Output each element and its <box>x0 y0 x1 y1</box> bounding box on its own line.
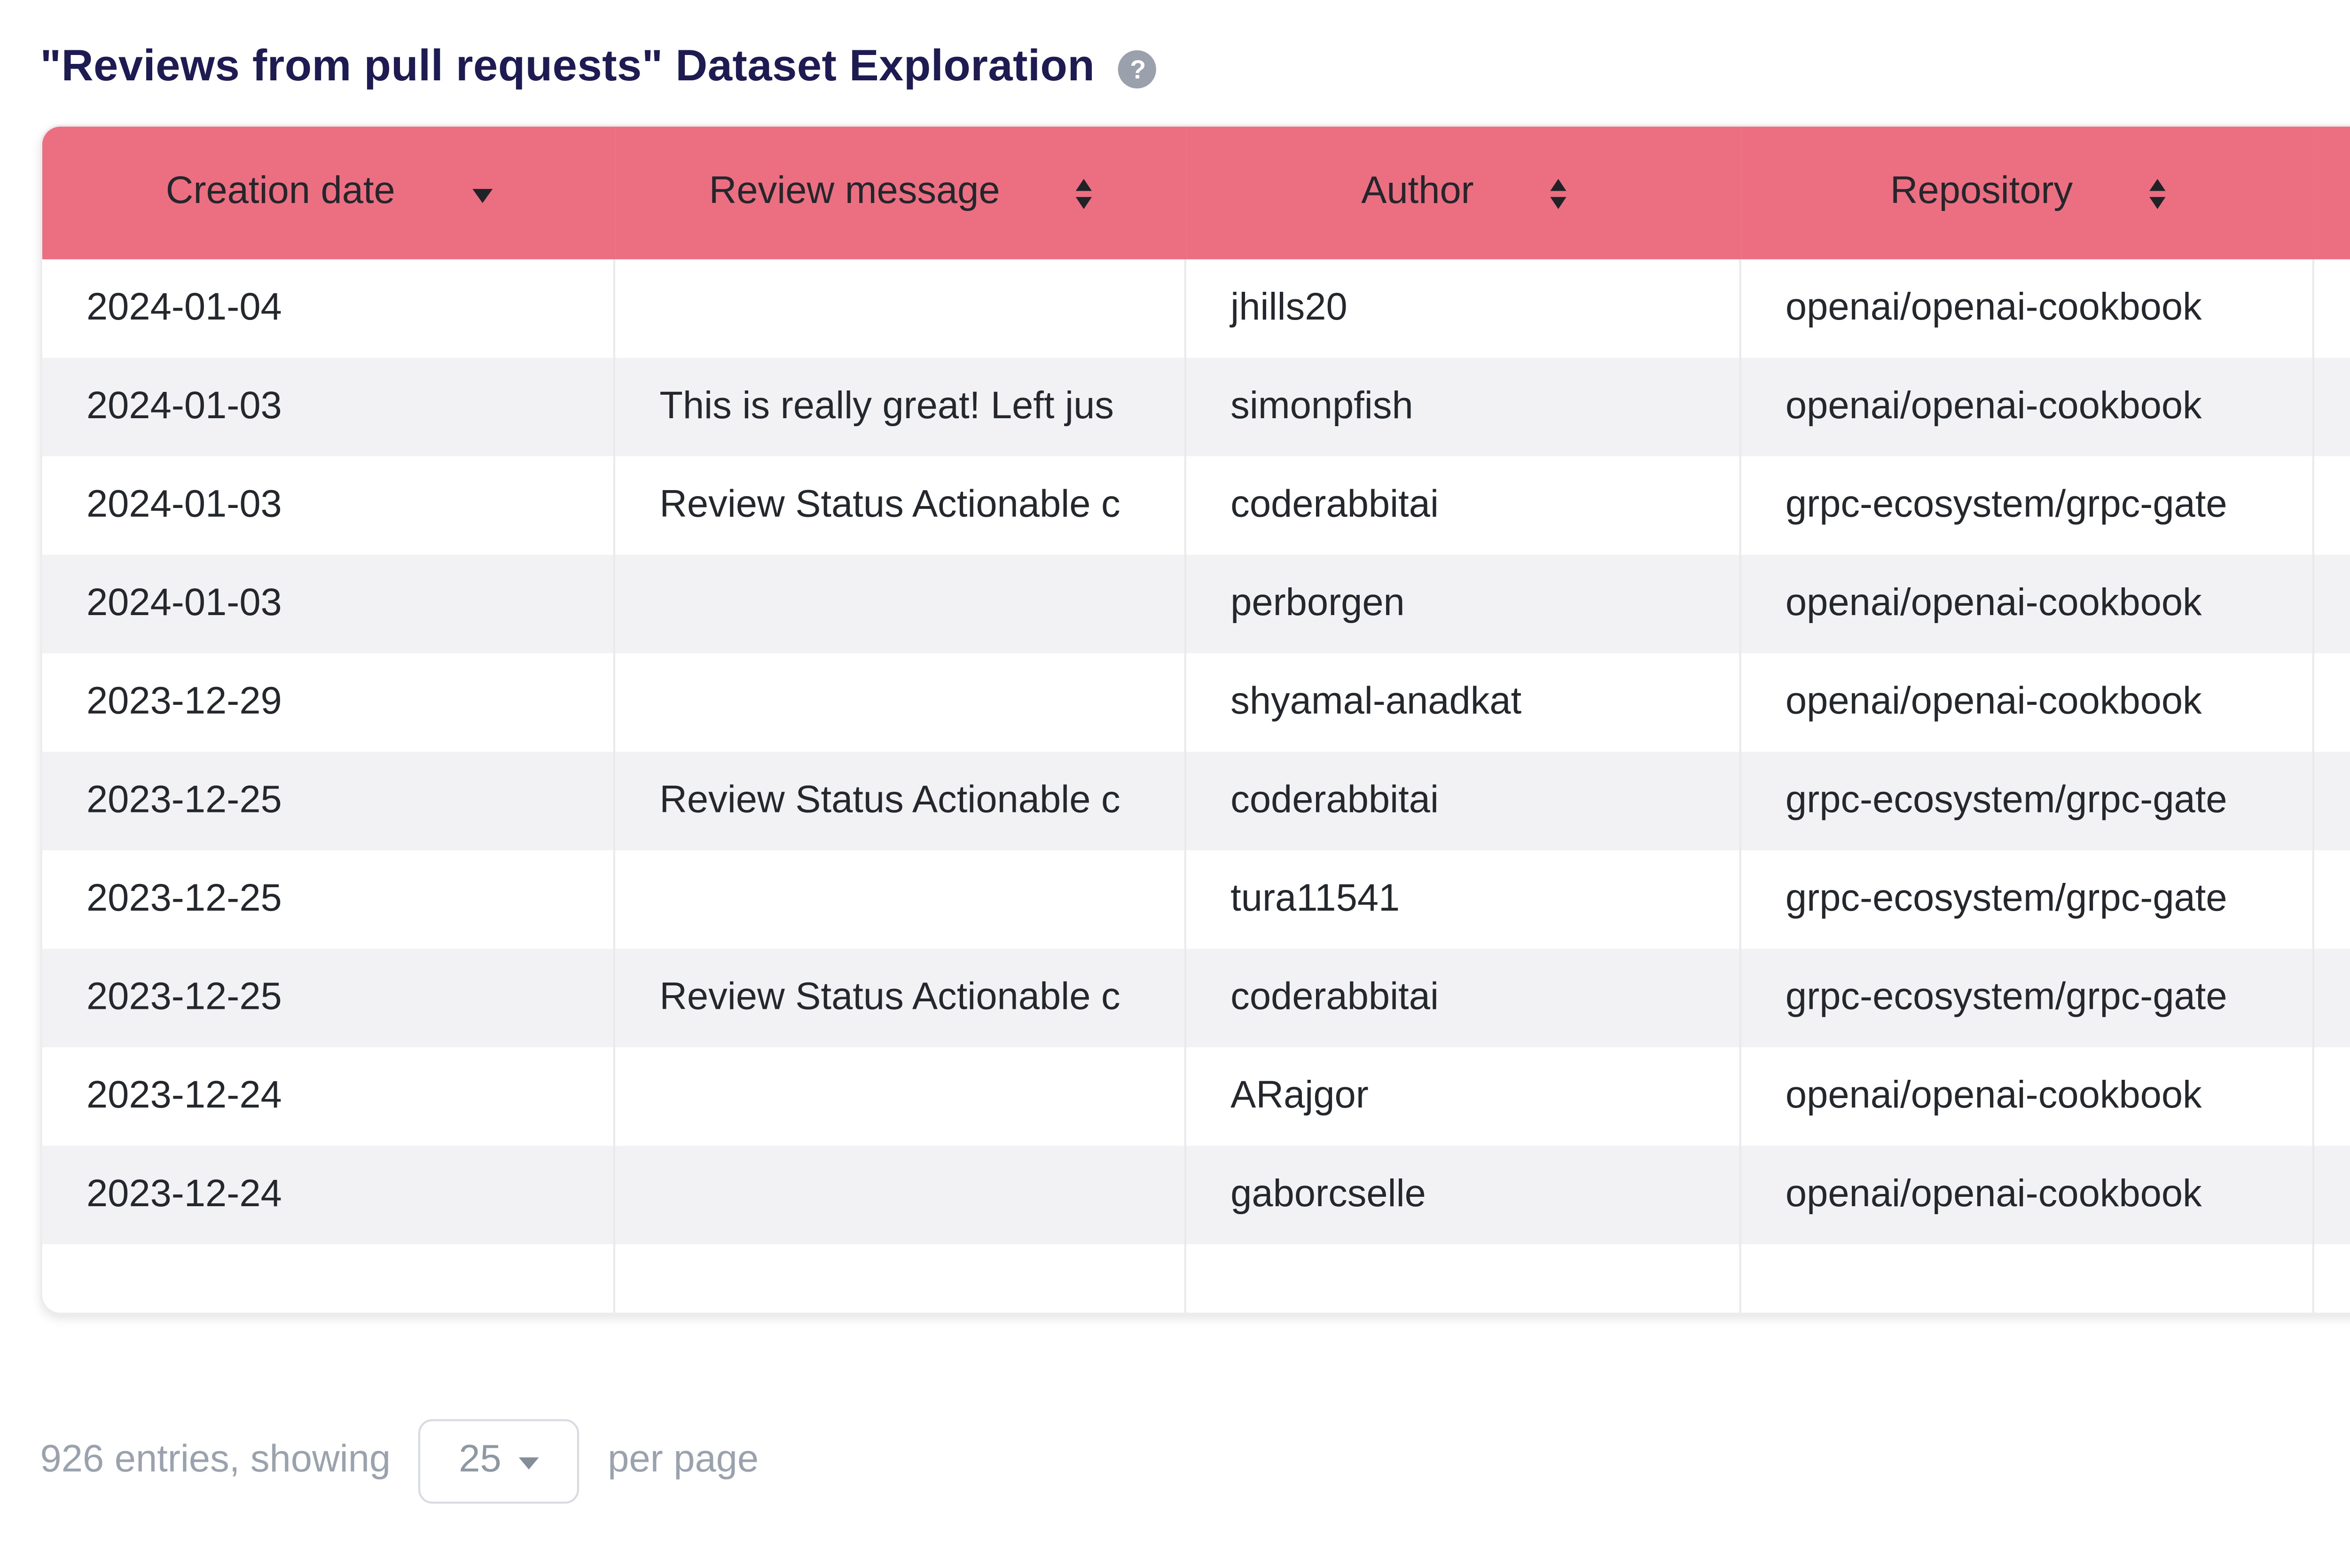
entries-count-label: 926 entries, showing <box>40 1439 391 1482</box>
column-header-repository[interactable]: Repository <box>1741 126 2315 259</box>
table-row: 2023-12-25 tura11541 grpc-ecosystem/grpc-g… <box>42 850 2350 949</box>
review-message-cell: Review Status Actionable c <box>615 456 1187 555</box>
repository-cell: openai/openai-cookbook <box>1741 554 2315 654</box>
table-row: 2023-12-24 gaborcselle openai/openai-cookb… <box>42 1146 2350 1245</box>
url-cell: https://github.com/grpc-ecos <box>2314 949 2350 1047</box>
column-header-creation-date[interactable]: Creation date <box>42 126 616 259</box>
author-cell: shyamal-anadkat <box>1186 653 1741 752</box>
author-cell: simonpfish <box>1186 358 1741 457</box>
table-body: 2024-01-04 jhills20 openai/openai-cookbook… <box>42 259 2350 1313</box>
url-cell: https://github.com/grpc-ecos <box>2314 752 2350 850</box>
page-title: "Reviews from pull requests" Dataset Exp… <box>40 40 1095 91</box>
help-icon[interactable]: ? <box>1119 49 1157 88</box>
creation-date-cell: 2023-12-25 <box>42 949 616 1047</box>
repository-cell: openai/openai-cookbook <box>1741 358 2315 457</box>
table-row-partial <box>42 1244 2350 1313</box>
review-message-cell <box>615 1047 1187 1146</box>
empty-cell <box>42 1244 616 1313</box>
creation-date-cell: 2024-01-03 <box>42 358 616 457</box>
review-message-cell <box>615 653 1187 752</box>
url-cell: https://github.com/grpc-ecos <box>2314 456 2350 555</box>
table-row: 2024-01-03 perborgen openai/openai-cookboo… <box>42 554 2350 654</box>
dataset-table-card: Creation date Review message Author Repo… <box>40 125 2350 1315</box>
author-cell: ARajgor <box>1186 1047 1741 1146</box>
review-message-cell <box>615 850 1187 949</box>
review-message-cell: This is really great! Left jus <box>615 358 1187 457</box>
url-cell: https://github.com/openai/op <box>2314 358 2350 456</box>
author-cell: tura11541 <box>1186 850 1741 949</box>
empty-cell <box>2314 1244 2350 1312</box>
page-size-select[interactable]: 25 <box>419 1419 580 1504</box>
repository-cell: openai/openai-cookbook <box>1741 1146 2315 1245</box>
url-cell: https://github.com/openai/op <box>2314 653 2350 752</box>
table-header-row: Creation date Review message Author Repo… <box>42 126 2350 259</box>
chevron-down-icon <box>519 1457 540 1470</box>
author-cell: jhills20 <box>1186 259 1741 358</box>
sort-icon[interactable] <box>2149 178 2166 208</box>
column-label: Creation date <box>165 171 395 213</box>
column-label: Repository <box>1890 171 2073 213</box>
creation-date-cell: 2024-01-04 <box>42 259 616 358</box>
repository-cell: openai/openai-cookbook <box>1741 259 2315 358</box>
review-message-cell <box>615 1146 1187 1245</box>
table-row: 2023-12-25 Review Status Actionable c code… <box>42 949 2350 1047</box>
review-message-cell <box>615 554 1187 654</box>
empty-cell <box>615 1244 1187 1313</box>
repository-cell: grpc-ecosystem/grpc-gate <box>1741 751 2315 850</box>
review-message-cell <box>615 259 1187 358</box>
creation-date-cell: 2023-12-24 <box>42 1146 616 1245</box>
review-message-cell: Review Status Actionable c <box>615 949 1187 1047</box>
page-size-value: 25 <box>459 1439 501 1482</box>
sort-icon[interactable] <box>1550 178 1567 208</box>
table-row: 2023-12-29 shyamal-anadkat openai/openai-c… <box>42 653 2350 752</box>
page-header: "Reviews from pull requests" Dataset Exp… <box>0 0 2350 93</box>
author-cell: coderabbitai <box>1186 456 1741 555</box>
column-label: Author <box>1361 171 1474 213</box>
url-cell: https://github.com/openai/op <box>2314 555 2350 654</box>
author-cell: gaborcselle <box>1186 1146 1741 1245</box>
author-cell: coderabbitai <box>1186 949 1741 1047</box>
column-header-review-message[interactable]: Review message <box>615 126 1187 259</box>
repository-cell: grpc-ecosystem/grpc-gate <box>1741 850 2315 949</box>
table-row: 2023-12-24 ARajgoropenai/openai-cookbookh… <box>42 1047 2350 1146</box>
creation-date-cell: 2023-12-24 <box>42 1047 616 1146</box>
entries-summary: 926 entries, showing 25 per page <box>40 1419 759 1504</box>
url-cell: https://github.com/openai/op <box>2314 1047 2350 1146</box>
creation-date-cell: 2024-01-03 <box>42 456 616 555</box>
column-header-url[interactable]: URL <box>2314 126 2350 259</box>
column-label: Review message <box>709 171 1000 213</box>
url-cell: https://github.com/openai/op <box>2314 259 2350 358</box>
creation-date-cell: 2023-12-25 <box>42 751 616 850</box>
repository-cell: openai/openai-cookbook <box>1741 1047 2315 1146</box>
author-cell: perborgen <box>1186 554 1741 654</box>
table-row: 2024-01-03 Review Status Actionable c code… <box>42 456 2350 555</box>
empty-cell <box>1741 1244 2315 1313</box>
footer: 926 entries, showing 25 per page 1/38 <box>0 1419 2350 1504</box>
url-cell: https://github.com/grpc-ecos <box>2314 850 2350 949</box>
table-row: 2024-01-04 jhills20 openai/openai-cookbook… <box>42 259 2350 358</box>
creation-date-cell: 2023-12-25 <box>42 850 616 949</box>
creation-date-cell: 2023-12-29 <box>42 653 616 752</box>
author-cell: coderabbitai <box>1186 751 1741 850</box>
per-page-label: per page <box>608 1439 759 1482</box>
table-row: 2023-12-25 Review Status Actionable c code… <box>42 751 2350 850</box>
repository-cell: openai/openai-cookbook <box>1741 653 2315 752</box>
review-message-cell: Review Status Actionable c <box>615 751 1187 850</box>
repository-cell: grpc-ecosystem/grpc-gate <box>1741 949 2315 1047</box>
column-header-author[interactable]: Author <box>1186 126 1741 259</box>
url-cell: https://github.com/openai/op <box>2314 1146 2350 1244</box>
table-row: 2024-01-03 This is really great! Left jus… <box>42 358 2350 457</box>
creation-date-cell: 2024-01-03 <box>42 554 616 654</box>
sort-descending-icon[interactable] <box>471 189 492 203</box>
sort-icon[interactable] <box>1076 178 1093 208</box>
empty-cell <box>1186 1244 1741 1313</box>
repository-cell: grpc-ecosystem/grpc-gate <box>1741 456 2315 555</box>
